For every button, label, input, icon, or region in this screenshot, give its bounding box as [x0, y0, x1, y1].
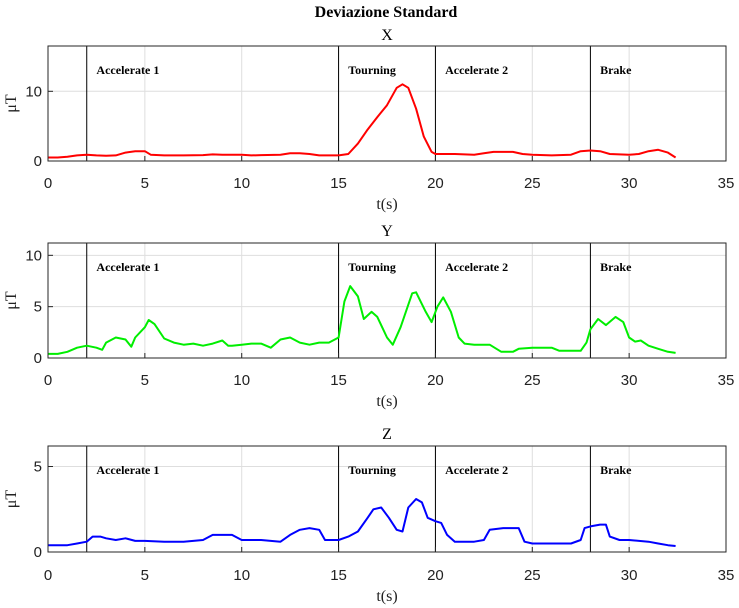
x-tick-label: 25 — [524, 175, 541, 192]
x-tick-label: 10 — [233, 567, 250, 584]
x-tick-label: 35 — [718, 567, 735, 584]
panel-y: Accelerate 1 Tourning Accelerate 2 Brake 0 5 1… — [3, 223, 734, 410]
x-axis-label: t(s) — [376, 588, 397, 605]
y-tick-label: 0 — [34, 153, 42, 170]
phase-label: Brake — [600, 463, 632, 477]
x-tick-label: 35 — [718, 175, 735, 192]
panel-title: Z — [382, 426, 392, 443]
phase-label: Accelerate 2 — [445, 260, 508, 274]
x-tick-label: 5 — [141, 567, 149, 584]
panel-x: Accelerate 1 Tourning Accelerate 2 Brake 0 5 1… — [3, 27, 734, 213]
x-tick-label: 5 — [141, 372, 149, 389]
plot-frame — [47, 45, 727, 162]
x-tick-label: 25 — [524, 567, 541, 584]
phase-label: Accelerate 1 — [96, 63, 159, 77]
x-tick-label: 10 — [233, 372, 250, 389]
x-tick-label: 35 — [718, 372, 735, 389]
y-tick-label: 10 — [25, 247, 42, 264]
panel-title: Y — [381, 223, 393, 240]
x-tick-label: 15 — [330, 372, 347, 389]
x-tick-label: 30 — [621, 175, 638, 192]
panel-z: Accelerate 1 Tourning Accelerate 2 Brake 0 5 1… — [3, 426, 734, 605]
series-line-x — [48, 83, 677, 159]
phase-label: Tourning — [348, 260, 396, 274]
phase-label: Tourning — [348, 63, 396, 77]
x-tick-label: 0 — [44, 175, 52, 192]
y-tick-label: 5 — [34, 459, 42, 476]
x-tick-label: 20 — [427, 567, 444, 584]
chart-title: Deviazione Standard — [315, 4, 458, 21]
x-axis-label: t(s) — [376, 196, 397, 213]
phase-label: Accelerate 2 — [445, 63, 508, 77]
x-axis-label: t(s) — [376, 393, 397, 410]
x-tick-label: 20 — [427, 372, 444, 389]
phase-label: Tourning — [348, 463, 396, 477]
x-tick-label: 0 — [44, 372, 52, 389]
y-axis-label: μT — [3, 94, 20, 113]
phase-label: Accelerate 2 — [445, 463, 508, 477]
phase-label: Brake — [600, 260, 632, 274]
x-tick-label: 30 — [621, 567, 638, 584]
x-tick-label: 20 — [427, 175, 444, 192]
y-tick-label: 0 — [34, 544, 42, 561]
x-tick-label: 25 — [524, 372, 541, 389]
x-tick-label: 0 — [44, 567, 52, 584]
y-axis-label: μT — [3, 291, 20, 310]
x-tick-label: 15 — [330, 175, 347, 192]
panel-title: X — [381, 27, 393, 44]
phase-label: Brake — [600, 63, 632, 77]
y-tick-label: 5 — [34, 299, 42, 316]
plot-frame — [47, 242, 727, 359]
x-tick-label: 30 — [621, 372, 638, 389]
phase-label: Accelerate 1 — [96, 463, 159, 477]
x-tick-label: 10 — [233, 175, 250, 192]
y-tick-label: 10 — [25, 83, 42, 100]
y-axis-label: μT — [3, 490, 20, 509]
x-tick-label: 15 — [330, 567, 347, 584]
series-line-z — [48, 498, 676, 547]
series-line-y — [48, 285, 676, 355]
plot-frame — [47, 445, 727, 553]
y-tick-label: 0 — [34, 350, 42, 367]
x-tick-label: 5 — [141, 175, 149, 192]
phase-label: Accelerate 1 — [96, 260, 159, 274]
